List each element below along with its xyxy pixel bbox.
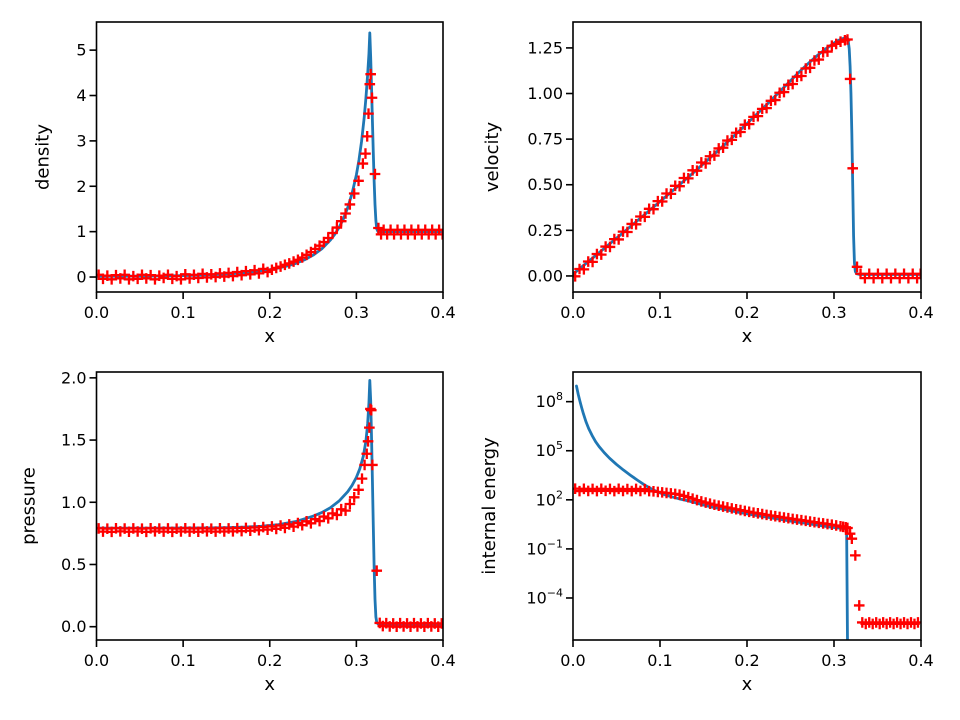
y-tick-label: 4: [76, 86, 86, 105]
pressure-x-axis: 0.0 0.1 0.2 0.3 0.4 x: [84, 640, 456, 695]
velocity-panel: 0.0 0.1 0.2 0.3 0.4 x 0.00 0.25 0.50 0.75 1.00 1.25…: [482, 21, 934, 347]
density-xlabel: x: [264, 326, 275, 347]
internal-energy-axes-box: [572, 371, 922, 641]
density-sim-markers: [96, 68, 443, 285]
density-axes-box: [95, 21, 444, 293]
x-tick-label: 0.1: [170, 303, 195, 322]
velocity-y-axis: 0.00 0.25 0.50 0.75 1.00 1.25 velocity: [482, 38, 573, 285]
x-tick-label: 0.0: [84, 303, 109, 322]
internal-energy-sim-markers: [573, 483, 921, 630]
density-ylabel: density: [33, 124, 54, 190]
y-tick-label: 0.25: [527, 221, 563, 240]
y-tick-label: 105: [536, 439, 563, 460]
velocity-axes-box: [572, 21, 922, 293]
y-tick-label: 10−1: [526, 537, 563, 558]
x-tick-label: 0.3: [821, 303, 846, 322]
internal-energy-panel: 0.0 0.1 0.2 0.3 0.4 x 108 105 102 10−1 10−4 interna…: [479, 371, 934, 695]
velocity-ylabel: velocity: [482, 121, 503, 192]
pressure-xlabel: x: [264, 674, 275, 695]
internal-energy-ylabel: internal energy: [479, 437, 500, 575]
y-tick-label: 2.0: [61, 368, 86, 387]
y-tick-label: 2: [76, 177, 86, 196]
y-tick-label: 0.0: [61, 617, 86, 636]
internal-energy-analytic-line: [575, 384, 849, 640]
pressure-analytic-line: [96, 378, 443, 626]
density-panel: 0.0 0.1 0.2 0.3 0.4 x 0 1 2 3 4 5 density: [33, 21, 456, 347]
velocity-xlabel: x: [742, 326, 753, 347]
y-tick-label: 1.5: [61, 431, 86, 450]
y-tick-label: 0.75: [527, 130, 563, 149]
x-tick-label: 0.4: [430, 303, 455, 322]
x-tick-label: 0.3: [344, 651, 369, 670]
x-tick-label: 0.2: [734, 303, 759, 322]
internal-energy-y-axis: 108 105 102 10−1 10−4 internal energy: [479, 390, 573, 607]
y-tick-label: 1.0: [61, 493, 86, 512]
x-tick-label: 0.0: [84, 651, 109, 670]
x-tick-label: 0.0: [560, 651, 585, 670]
pressure-y-axis: 0.0 0.5 1.0 1.5 2.0 pressure: [19, 368, 97, 636]
x-tick-label: 0.3: [821, 651, 846, 670]
y-tick-label: 102: [536, 488, 563, 509]
x-tick-label: 0.1: [170, 651, 195, 670]
x-tick-label: 0.2: [734, 651, 759, 670]
x-tick-label: 0.4: [430, 651, 455, 670]
internal-energy-xlabel: x: [742, 674, 753, 695]
y-tick-label: 0: [76, 268, 86, 287]
velocity-analytic-line: [573, 35, 921, 276]
x-tick-label: 0.0: [560, 303, 585, 322]
x-tick-label: 0.4: [908, 651, 933, 670]
y-tick-label: 0.5: [61, 555, 86, 574]
y-tick-label: 10−4: [526, 586, 563, 607]
y-tick-label: 0.50: [527, 175, 563, 194]
velocity-sim-markers: [573, 34, 921, 284]
y-tick-label: 3: [76, 131, 86, 150]
pressure-ylabel: pressure: [19, 467, 40, 545]
density-y-axis: 0 1 2 3 4 5 density: [33, 41, 97, 287]
y-tick-label: 0.00: [527, 266, 563, 285]
x-tick-label: 0.1: [647, 651, 672, 670]
x-tick-label: 0.3: [344, 303, 369, 322]
pressure-panel: 0.0 0.1 0.2 0.3 0.4 x 0.0 0.5 1.0 1.5 2.0 pressure: [19, 368, 456, 695]
y-tick-label: 1: [76, 222, 86, 241]
density-x-axis: 0.0 0.1 0.2 0.3 0.4 x: [84, 292, 456, 347]
density-analytic-line: [96, 31, 443, 278]
y-tick-label: 5: [76, 41, 86, 60]
x-tick-label: 0.4: [908, 303, 933, 322]
y-tick-label: 1.00: [527, 84, 563, 103]
y-tick-label: 108: [536, 390, 563, 411]
internal-energy-x-axis: 0.0 0.1 0.2 0.3 0.4 x: [560, 640, 934, 695]
x-tick-label: 0.2: [257, 303, 282, 322]
y-tick-label: 1.25: [527, 38, 563, 57]
pressure-sim-markers: [96, 403, 443, 632]
x-tick-label: 0.1: [647, 303, 672, 322]
pressure-axes-box: [95, 371, 444, 641]
x-tick-label: 0.2: [257, 651, 282, 670]
velocity-x-axis: 0.0 0.1 0.2 0.3 0.4 x: [560, 292, 934, 347]
